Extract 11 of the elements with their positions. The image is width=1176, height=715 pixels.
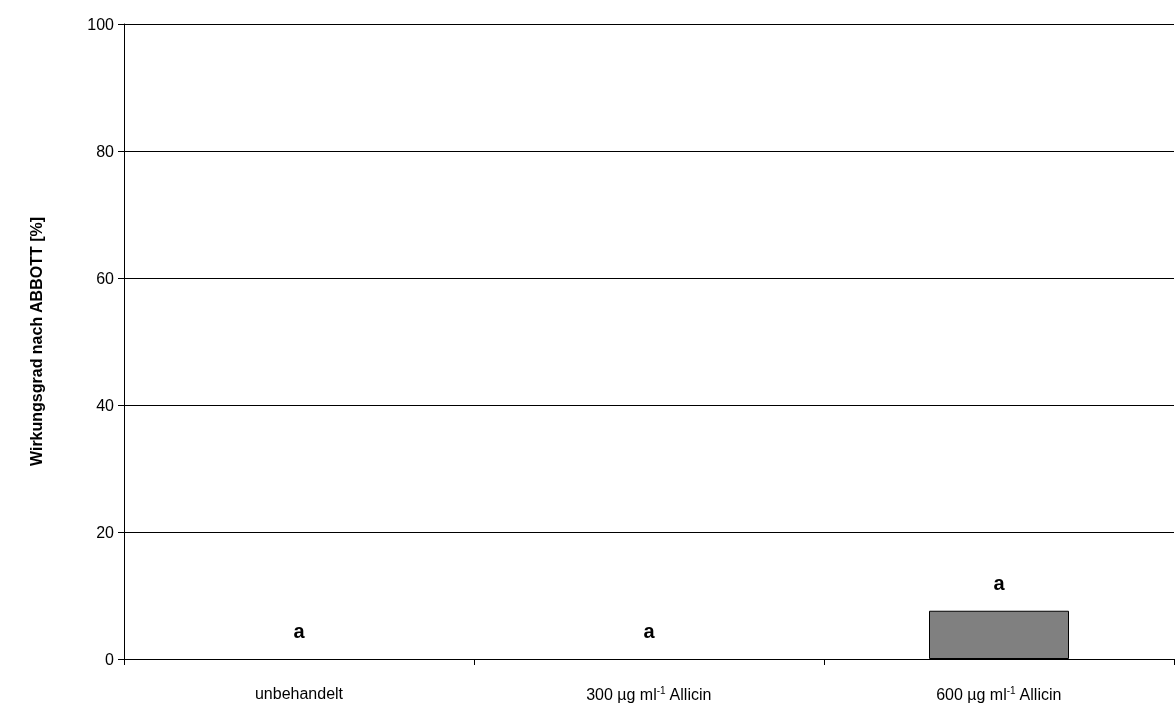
y-axis-title: Wirkungsgrad nach ABBOTT [%] <box>27 216 45 467</box>
y-tick-label: 40 <box>96 396 115 414</box>
y-tick-label: 80 <box>96 142 115 160</box>
x-tick-label: unbehandelt <box>254 684 344 702</box>
data-label: a <box>643 620 656 642</box>
y-tick-label: 0 <box>105 650 115 668</box>
y-tick-label: 20 <box>96 523 115 541</box>
y-tick-label: 100 <box>87 15 115 33</box>
y-tick-label: 60 <box>96 269 115 287</box>
data-label: a <box>993 571 1006 594</box>
data-label: a <box>293 620 306 642</box>
